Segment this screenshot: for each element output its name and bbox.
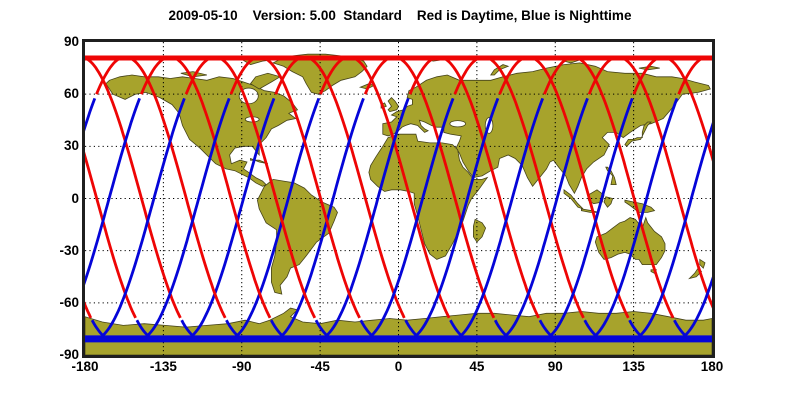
plot-frame [82,39,715,358]
x-tick-label: 90 [547,359,563,374]
y-tick-label: -30 [59,242,79,258]
x-tick-label: -45 [310,359,330,374]
y-tick-label: -90 [59,347,79,362]
y-tick-label: 30 [63,138,79,154]
x-tick-label: -180 [71,359,99,374]
x-tick-label: 45 [469,359,485,374]
y-tick-label: 90 [63,34,79,49]
x-tick-label: -135 [149,359,177,374]
world-landmasses [85,53,712,355]
ground-tracks [85,55,712,342]
y-tick-label: 60 [63,86,79,102]
x-tick-label: 0 [394,359,403,374]
x-tick-label: 180 [700,359,724,374]
x-tick-label: 135 [622,359,645,374]
x-tick-label: -90 [231,359,252,374]
chart-title: 2009-05-10 Version: 5.00 Standard Red is… [168,8,632,23]
y-tick-label: -60 [59,294,79,310]
y-tick-label: 0 [71,190,79,206]
